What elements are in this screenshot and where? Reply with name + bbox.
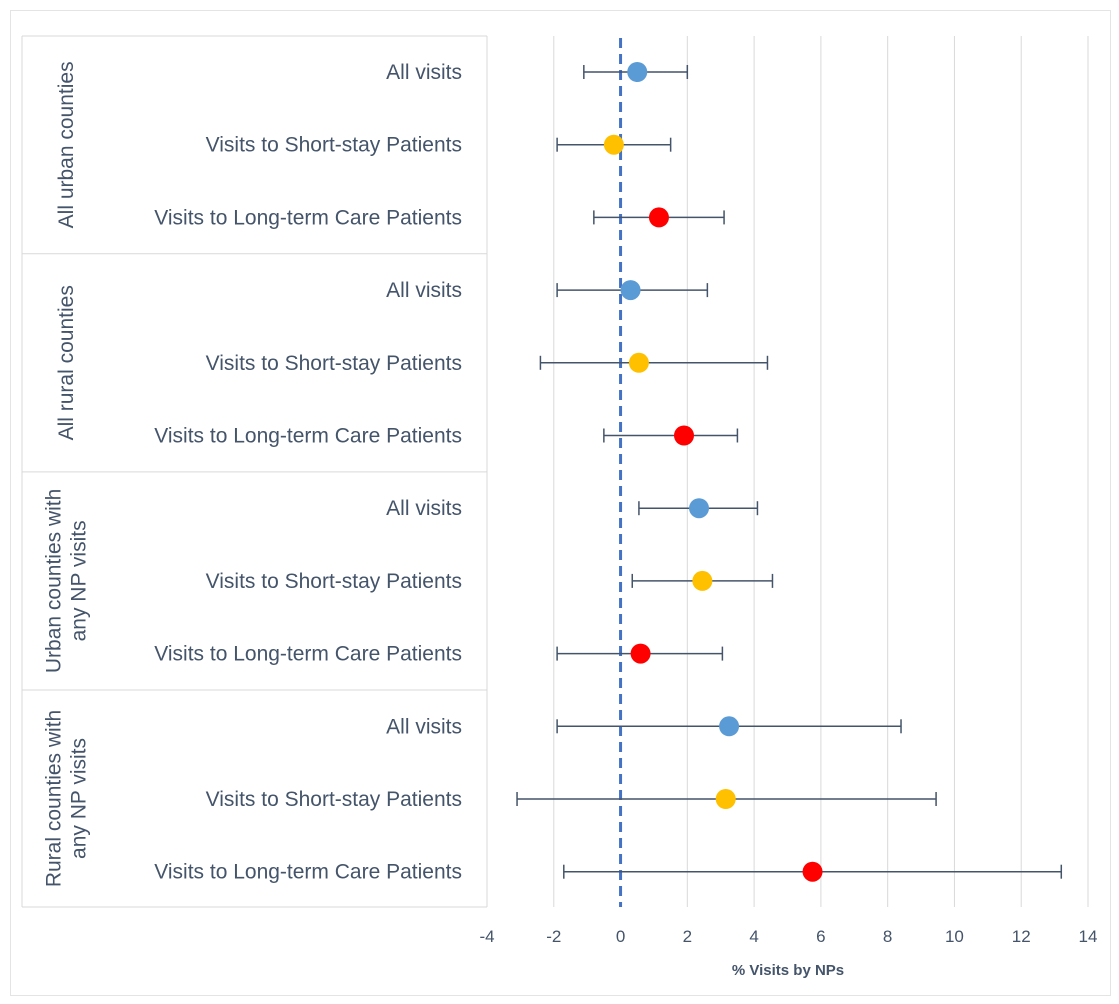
group-label-1: All urban counties [55, 61, 78, 228]
category-labels: All visits Visits to Short-stay Patients V… [154, 61, 462, 884]
row-label-visits-to-long-term-care-patients: Visits to Long-term Care Patients [154, 861, 462, 884]
group-label-4: Rural counties withany NP visits [43, 710, 91, 887]
point-estimate-4-3 [802, 861, 823, 882]
row-label-visits-to-short-stay-patients: Visits to Short-stay Patients [206, 788, 462, 811]
group-label-line: Urban counties with [43, 489, 66, 673]
x-tick-label: 10 [945, 927, 964, 946]
point-estimate-2-3 [673, 425, 694, 446]
row-label-all-visits: All visits [386, 279, 462, 302]
point-estimate-1-1 [627, 62, 648, 82]
x-tick-label: 4 [749, 927, 758, 946]
group-label-2: All rural counties [55, 285, 78, 440]
group-label-line: any NP visits [68, 738, 91, 859]
point-estimates [603, 62, 823, 882]
row-label-all-visits: All visits [386, 61, 462, 84]
error-bars [516, 65, 1063, 879]
row-label-visits-to-long-term-care-patients: Visits to Long-term Care Patients [154, 425, 462, 448]
point-estimate-4-2 [715, 789, 736, 809]
point-estimate-1-2 [603, 134, 624, 155]
group-label-line: All rural counties [55, 285, 78, 440]
grid-lines [486, 36, 1089, 907]
x-tick-label: 8 [883, 927, 892, 946]
point-estimate-3-3 [630, 643, 651, 664]
x-tick-label: -2 [546, 927, 561, 946]
x-tick-label: 0 [616, 927, 625, 946]
row-header-table: All urban counties All rural counties Urba… [21, 35, 488, 908]
x-tick-label: 14 [1079, 927, 1098, 946]
row-label-visits-to-long-term-care-patients: Visits to Long-term Care Patients [154, 206, 462, 229]
row-label-all-visits: All visits [386, 715, 462, 738]
group-label-line: any NP visits [68, 520, 91, 641]
x-axis: % Visits by NPs -4 -2 0 2 4 6 8 10 12 14 [479, 927, 1097, 979]
x-axis-title: % Visits by NPs [732, 962, 844, 979]
x-tick-label: 12 [1012, 927, 1031, 946]
point-estimate-1-3 [648, 207, 669, 228]
group-label-line: Rural counties with [43, 710, 66, 887]
x-tick-label: 6 [816, 927, 825, 946]
point-estimate-3-1 [689, 498, 710, 519]
point-estimate-3-2 [692, 570, 713, 591]
row-label-visits-to-short-stay-patients: Visits to Short-stay Patients [206, 570, 462, 593]
x-tick-label: 2 [683, 927, 692, 946]
row-label-visits-to-short-stay-patients: Visits to Short-stay Patients [206, 134, 462, 157]
point-estimate-4-1 [719, 716, 740, 737]
row-label-all-visits: All visits [386, 497, 462, 520]
row-label-visits-to-short-stay-patients: Visits to Short-stay Patients [206, 352, 462, 375]
chart-border [10, 10, 1111, 996]
row-label-visits-to-long-term-care-patients: Visits to Long-term Care Patients [154, 643, 462, 666]
x-tick-label: -4 [479, 927, 494, 946]
group-label-line: All urban counties [55, 61, 78, 228]
point-estimate-2-2 [628, 352, 649, 373]
point-estimate-2-1 [620, 280, 641, 301]
group-label-3: Urban counties withany NP visits [43, 489, 91, 673]
